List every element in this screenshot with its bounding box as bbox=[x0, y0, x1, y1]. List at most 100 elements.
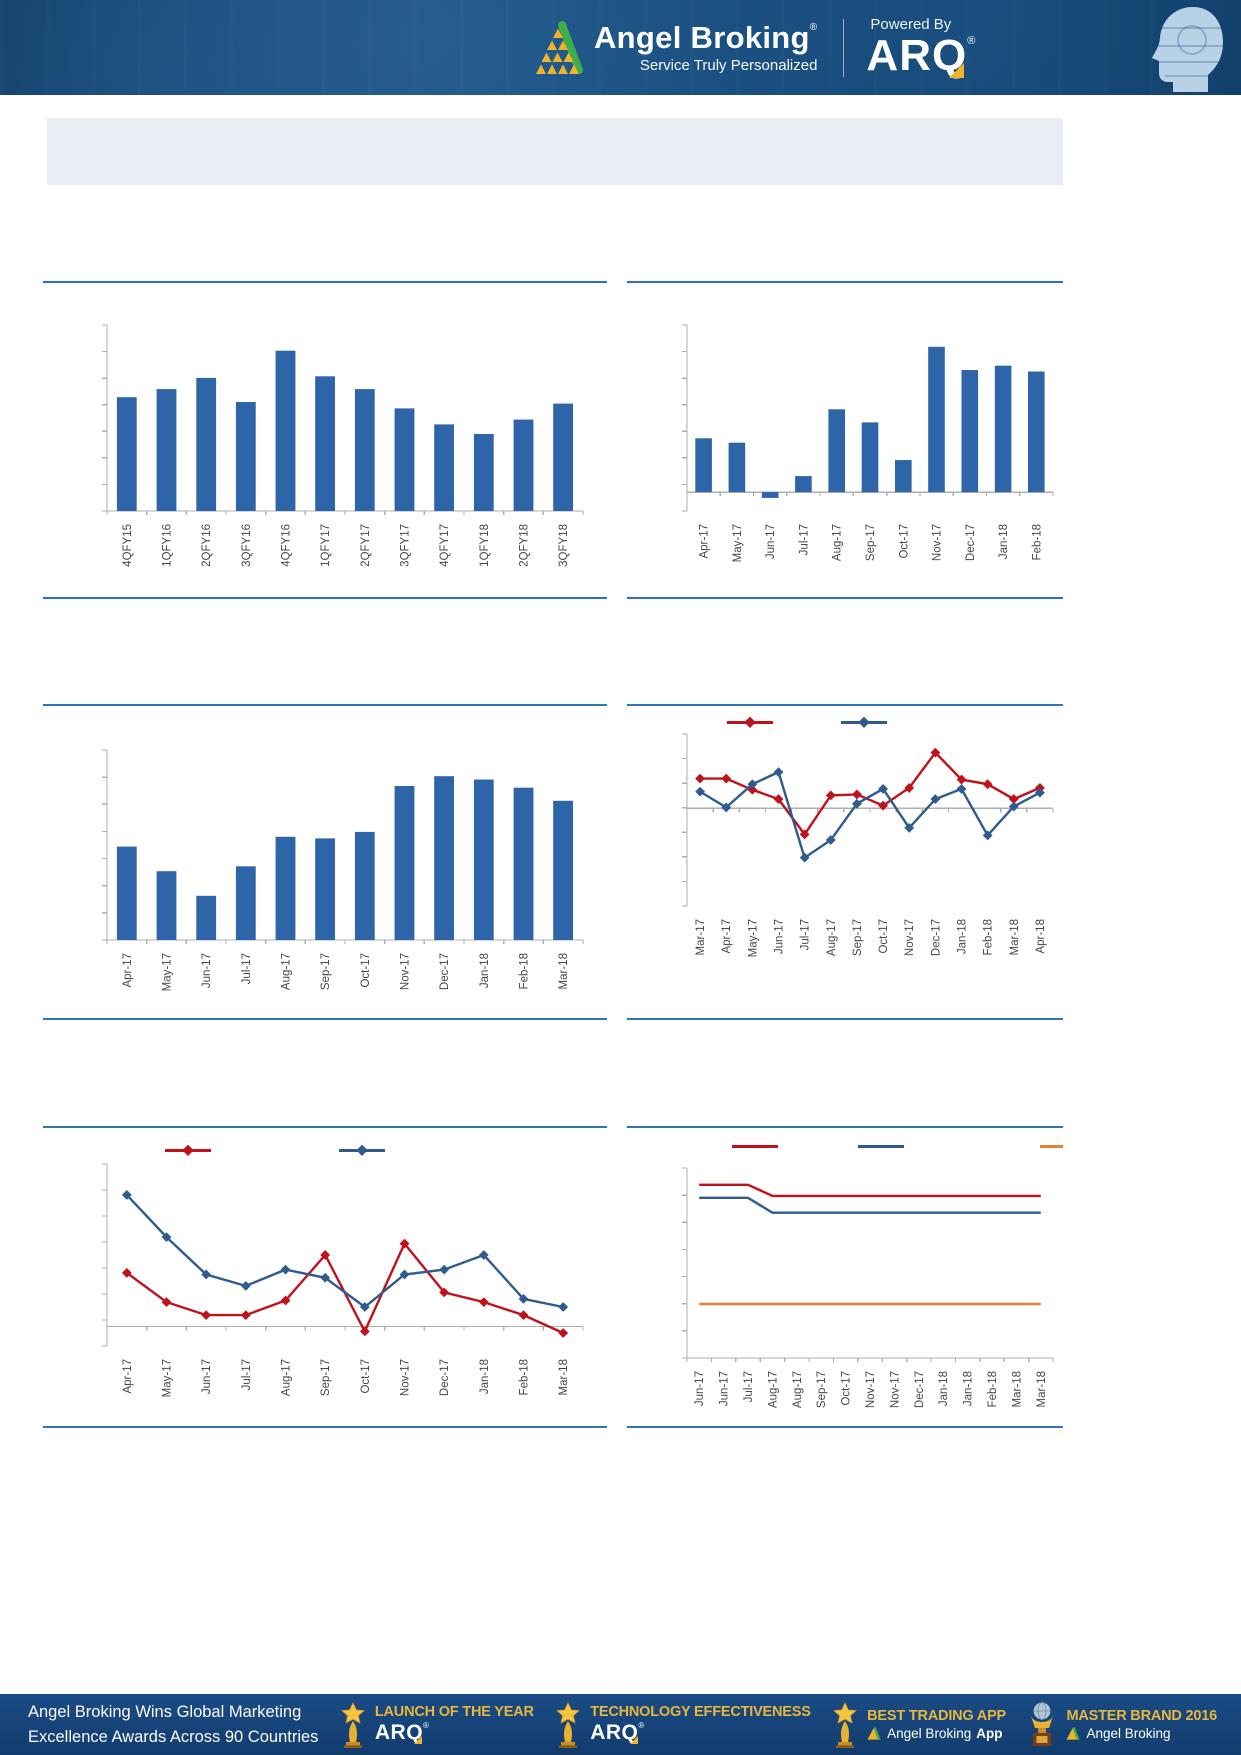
svg-text:Aug-17: Aug-17 bbox=[281, 1359, 293, 1396]
svg-text:Jun-17: Jun-17 bbox=[719, 1371, 731, 1406]
blue-series-line bbox=[695, 767, 1045, 863]
dual-line-chart-monthly-returns: Mar-17 Apr-17 May-17 Jun-17 Jul-17 Aug-17 Sep-… bbox=[682, 733, 1054, 957]
mini-pyramid-logo-icon bbox=[1066, 1726, 1081, 1741]
quarterly-bar-chart-block: 4QFY15 1QFY16 2QFY16 3QFY16 4QFY16 1QFY17 2QFY… bbox=[43, 281, 607, 599]
svg-text:Sep-17: Sep-17 bbox=[320, 953, 332, 990]
svg-text:Jul-17: Jul-17 bbox=[241, 953, 253, 984]
arq-footer-logo: ARQ® bbox=[590, 1721, 645, 1745]
svg-text:Nov-17: Nov-17 bbox=[889, 1371, 901, 1408]
blue-series-markers bbox=[121, 1189, 569, 1312]
svg-text:Sep-17: Sep-17 bbox=[852, 919, 864, 956]
svg-text:Feb-18: Feb-18 bbox=[987, 1371, 999, 1407]
page-header: Angel Broking® Service Truly Personalize… bbox=[0, 0, 1241, 95]
svg-text:2QFY17: 2QFY17 bbox=[360, 524, 372, 567]
legend-item-blue-series bbox=[339, 1144, 385, 1156]
x-axis-labels: Apr-17 May-17 Jun-17 Jul-17 Aug-17 Sep-17 Oct-… bbox=[122, 1359, 570, 1397]
monthly-bar-chart-volumes: Apr-17 May-17 Jun-17 Jul-17 Aug-17 Sep-17 Oct-… bbox=[43, 706, 607, 1016]
svg-text:Jul-17: Jul-17 bbox=[241, 1359, 253, 1390]
footer-headline: Angel Broking Wins Global Marketing Exce… bbox=[28, 1700, 318, 1750]
svg-text:Aug-17: Aug-17 bbox=[767, 1371, 779, 1408]
globe-trophy-icon bbox=[1031, 1701, 1054, 1746]
chart-axes bbox=[102, 749, 584, 944]
award-title: BEST TRADING APP bbox=[867, 1708, 1007, 1724]
svg-text:Oct-17: Oct-17 bbox=[878, 919, 890, 954]
svg-text:Sep-17: Sep-17 bbox=[816, 1371, 828, 1408]
svg-text:Dec-17: Dec-17 bbox=[930, 919, 942, 956]
svg-text:Oct-17: Oct-17 bbox=[898, 524, 910, 559]
quarterly-bar-chart: 4QFY15 1QFY16 2QFY16 3QFY16 4QFY16 1QFY17 2QFY… bbox=[43, 285, 607, 597]
chart-legend bbox=[627, 1140, 1063, 1152]
svg-text:Nov-17: Nov-17 bbox=[400, 1359, 412, 1396]
monthly-bar-chart-flows: Apr-17 May-17 Jun-17 Jul-17 Aug-17 Sep-17 Oct-… bbox=[682, 324, 1054, 562]
svg-text:Mar-18: Mar-18 bbox=[1011, 1371, 1023, 1407]
triple-line-chart-rates: Jun-17 Jun-17 Jul-17 Aug-17 Aug-17 Sep-17 Oct-… bbox=[627, 1128, 1063, 1424]
brand-text: Angel Broking® Service Truly Personalize… bbox=[594, 22, 817, 74]
svg-text:Aug-17: Aug-17 bbox=[792, 1371, 804, 1408]
svg-text:Mar-18: Mar-18 bbox=[558, 953, 570, 989]
blue-series-line bbox=[121, 1189, 569, 1312]
angel-broking-app-brand: Angel Broking App bbox=[867, 1726, 1006, 1741]
svg-text:Aug-17: Aug-17 bbox=[832, 524, 844, 561]
legend-diamond-icon bbox=[182, 1144, 194, 1156]
bars bbox=[116, 776, 573, 940]
bars bbox=[695, 346, 1045, 498]
svg-text:Feb-18: Feb-18 bbox=[983, 919, 995, 955]
angel-broking-brand: Angel Broking bbox=[1066, 1726, 1217, 1741]
svg-text:Feb-18: Feb-18 bbox=[519, 953, 531, 989]
registered-mark: ® bbox=[967, 34, 977, 47]
brand-bold-text: App bbox=[976, 1726, 1003, 1741]
star-trophy-icon bbox=[833, 1701, 858, 1748]
svg-text:Dec-17: Dec-17 bbox=[439, 953, 451, 990]
powered-by-label: Powered By bbox=[870, 15, 952, 33]
footer-headline-line2: Excellence Awards Across 90 Countries bbox=[28, 1727, 319, 1746]
award-text: BEST TRADING APP Angel Broking App bbox=[867, 1708, 1006, 1741]
svg-text:Mar-18: Mar-18 bbox=[1009, 919, 1021, 955]
svg-text:Jan-18: Jan-18 bbox=[963, 1371, 975, 1406]
triple-line-chart-rates-block: Jun-17 Jun-17 Jul-17 Aug-17 Aug-17 Sep-17 Oct-… bbox=[627, 1126, 1063, 1428]
svg-text:Jan-18: Jan-18 bbox=[479, 953, 491, 988]
svg-text:Nov-17: Nov-17 bbox=[400, 953, 412, 990]
svg-text:Jan-18: Jan-18 bbox=[998, 524, 1010, 559]
legend-item-blue-series bbox=[858, 1140, 904, 1152]
chart-axes bbox=[682, 733, 1054, 907]
star-trophy-icon bbox=[556, 1701, 581, 1748]
svg-text:May-17: May-17 bbox=[162, 1359, 174, 1397]
svg-text:Aug-17: Aug-17 bbox=[826, 919, 838, 956]
chart-legend bbox=[627, 716, 1063, 728]
x-axis-labels: Jun-17 Jun-17 Jul-17 Aug-17 Aug-17 Sep-17 Oct-… bbox=[694, 1371, 1048, 1408]
svg-text:Jul-17: Jul-17 bbox=[743, 1371, 755, 1402]
svg-text:Jan-18: Jan-18 bbox=[957, 919, 969, 954]
svg-text:3QFY16: 3QFY16 bbox=[241, 524, 253, 567]
svg-text:Oct-17: Oct-17 bbox=[841, 1371, 853, 1406]
svg-text:Jun-17: Jun-17 bbox=[201, 953, 213, 988]
powered-by-block: Powered By ARQ® bbox=[866, 16, 976, 79]
monthly-bar-chart-flows: Apr-17 May-17 Jun-17 Jul-17 Aug-17 Sep-17 Oct-… bbox=[627, 285, 1063, 597]
header-divider bbox=[843, 18, 845, 77]
monthly-bar-chart-volumes: Apr-17 May-17 Jun-17 Jul-17 Aug-17 Sep-17 Oct-… bbox=[102, 749, 584, 991]
svg-text:3QFY17: 3QFY17 bbox=[400, 524, 412, 567]
arq-gold-tail-icon bbox=[949, 63, 965, 79]
legend-line-icon bbox=[858, 1145, 904, 1148]
svg-text:May-17: May-17 bbox=[732, 524, 744, 562]
registered-mark: ® bbox=[809, 21, 818, 33]
svg-text:4QFY17: 4QFY17 bbox=[439, 524, 451, 567]
legend-item-red-series bbox=[727, 716, 773, 728]
title-banner bbox=[47, 118, 1063, 185]
mini-pyramid-logo-icon bbox=[867, 1726, 881, 1741]
svg-text:May-17: May-17 bbox=[747, 919, 759, 957]
legend-line-icon bbox=[732, 1145, 778, 1148]
dual-line-chart-yields: Apr-17 May-17 Jun-17 Jul-17 Aug-17 Sep-17 Oct-… bbox=[102, 1163, 584, 1397]
award-text: TECHNOLOGY EFFECTIVENESS ARQ® bbox=[590, 1704, 811, 1745]
bars bbox=[116, 350, 573, 511]
blue-series-markers bbox=[695, 767, 1045, 863]
award-technology-effectiveness: TECHNOLOGY EFFECTIVENESS ARQ® bbox=[555, 1701, 811, 1749]
legend-item-orange-series bbox=[1040, 1140, 1063, 1152]
svg-text:Feb-18: Feb-18 bbox=[519, 1359, 531, 1395]
brand-text: Angel Broking bbox=[887, 1726, 972, 1741]
award-title: LAUNCH OF THE YEAR bbox=[374, 1704, 534, 1720]
svg-text:2QFY18: 2QFY18 bbox=[519, 524, 531, 567]
monthly-bar-chart-flows-block: Apr-17 May-17 Jun-17 Jul-17 Aug-17 Sep-17 Oct-… bbox=[627, 281, 1063, 599]
svg-text:Mar-17: Mar-17 bbox=[695, 919, 707, 955]
legend-item-red-series bbox=[732, 1140, 778, 1152]
svg-text:Mar-18: Mar-18 bbox=[1036, 1371, 1048, 1407]
